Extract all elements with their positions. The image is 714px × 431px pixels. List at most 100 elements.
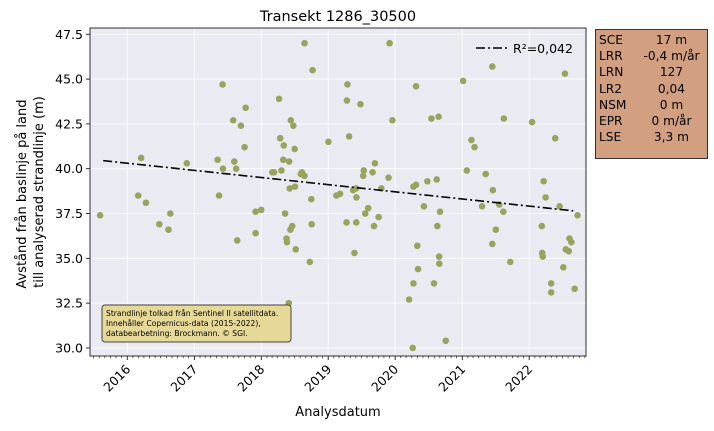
data-point [279, 156, 287, 164]
data-point [233, 237, 241, 244]
data-point [500, 208, 507, 216]
data-point [459, 77, 467, 85]
annotation-box [101, 304, 292, 343]
y-axis-label-line-1: Avstånd från baslinje på land [15, 99, 30, 288]
data-point [412, 181, 420, 189]
data-point [219, 165, 227, 172]
x-tick-label: 2022 [502, 362, 535, 395]
data-point [306, 258, 314, 266]
data-point [308, 195, 315, 203]
data-point [291, 183, 299, 190]
data-point [285, 158, 293, 165]
stat-value: 0,04 [657, 81, 686, 96]
stat-key: LR2 [599, 81, 623, 96]
data-point [436, 260, 443, 267]
stat-key: LRR [599, 49, 623, 64]
data-point [219, 81, 226, 88]
data-point [489, 63, 496, 70]
stat-key: NSM [599, 97, 627, 112]
data-point [229, 117, 237, 124]
data-point [343, 97, 351, 104]
data-point [436, 208, 444, 216]
data-point [241, 143, 248, 151]
data-point [156, 220, 163, 228]
stat-row-lrn: LRN 127 [599, 64, 704, 80]
plot-frame [89, 27, 587, 357]
x-tick-label: 2018 [234, 361, 267, 394]
data-point [308, 220, 315, 228]
y-tick-label: 32.5 [55, 296, 83, 311]
data-point [344, 81, 351, 88]
data-point [364, 204, 372, 212]
data-point [559, 263, 567, 271]
data-point [301, 172, 308, 180]
data-point [385, 174, 392, 181]
data-point [325, 138, 332, 146]
stat-row-sce: SCE 17 m [599, 32, 704, 48]
y-tick-label: 42.5 [55, 116, 83, 131]
x-tick-label: 2021 [435, 362, 468, 395]
stat-row-lr2: LR2 0,04 [599, 81, 704, 97]
data-point [290, 122, 297, 129]
data-point [352, 219, 360, 226]
stat-value: 127 [659, 65, 684, 80]
data-point [492, 226, 500, 233]
legend-label: R²=0,042 [513, 41, 573, 56]
data-point [257, 206, 265, 214]
data-point [252, 208, 259, 216]
data-point [361, 210, 369, 217]
data-point [352, 185, 360, 192]
data-point [428, 115, 435, 122]
stat-key: LRN [599, 65, 624, 80]
stat-value: 0 m [659, 97, 684, 112]
y-tick-label: 30.0 [55, 340, 83, 355]
x-tick-label: 2016 [100, 361, 133, 394]
data-point [538, 222, 546, 230]
stat-key: SCE [599, 33, 623, 47]
data-point [433, 222, 441, 230]
data-point [571, 285, 578, 293]
data-point [412, 82, 420, 90]
data-point [275, 95, 283, 103]
data-point [414, 265, 422, 273]
data-point [435, 253, 443, 260]
data-point [547, 289, 555, 296]
data-point [96, 212, 104, 219]
annotation-line-2: Innehåller Copernicus-data (2015-2022), [106, 319, 261, 328]
data-point [276, 134, 284, 142]
data-point [165, 226, 172, 233]
data-point [369, 168, 376, 176]
data-point [405, 296, 413, 303]
stat-value: 3,3 m [653, 130, 690, 145]
data-point [214, 156, 221, 164]
data-point [242, 104, 249, 112]
stat-value: -0,4 m/år [643, 49, 700, 64]
stat-value: 17 m [655, 33, 688, 47]
data-points [96, 39, 581, 352]
data-point [386, 39, 393, 47]
data-point [542, 194, 549, 201]
data-point [343, 219, 350, 226]
y-tick-label: 35.0 [55, 251, 83, 266]
x-tick-label: 2017 [167, 362, 200, 395]
x-axis-label: Analysdatum [295, 405, 380, 420]
statistics-box: SCE 17 m LRR -0,4 m/år LRN 127 LR2 0,04 NSM 0… [595, 29, 708, 159]
data-point [430, 280, 438, 287]
data-point [551, 134, 559, 142]
data-point [574, 212, 581, 219]
data-point [568, 238, 575, 246]
stat-row-epr: EPR 0 m/år [599, 113, 704, 129]
data-point [231, 158, 238, 165]
x-tick-label: 2020 [368, 361, 401, 394]
data-point [540, 177, 547, 185]
legend: R²=0,042 [476, 41, 573, 56]
data-point [351, 249, 358, 257]
y-tick-label: 37.5 [55, 206, 83, 221]
annotation-line-1: Strandlinje tolkad från Sentinel II sate… [106, 309, 278, 318]
data-point [539, 253, 547, 260]
data-point [309, 66, 316, 74]
data-point [410, 280, 417, 287]
x-axis-ticks: 2016 2017 2018 2019 2020 2021 2022 [100, 356, 535, 395]
data-point [301, 39, 308, 47]
annotation-line-3: databearbetning: Brockmann. © SGI. [106, 329, 248, 338]
